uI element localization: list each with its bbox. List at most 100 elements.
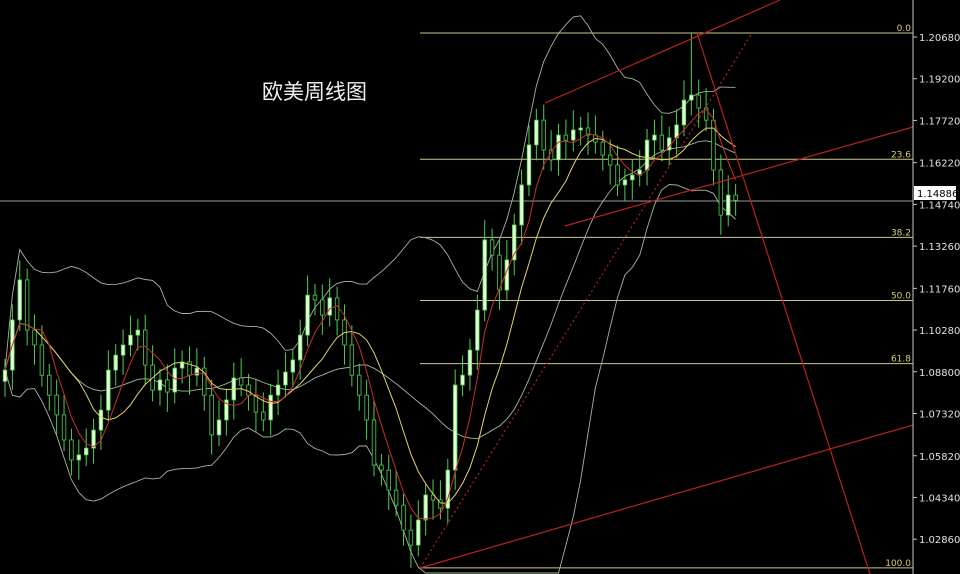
candle-body xyxy=(585,127,591,136)
candle-body xyxy=(452,384,458,471)
candle-body xyxy=(98,409,104,431)
bollinger-lower xyxy=(4,184,736,574)
candle-body xyxy=(39,344,45,376)
candle-body xyxy=(430,494,436,501)
candle-body xyxy=(600,141,605,156)
candle-body xyxy=(364,394,369,421)
candle-body xyxy=(297,334,303,361)
candle-body xyxy=(644,139,650,171)
candle-body xyxy=(607,154,613,166)
candle-body xyxy=(401,504,406,531)
candle-body xyxy=(467,349,473,376)
candle-body xyxy=(216,419,222,436)
candle-body xyxy=(556,134,561,161)
candle-body xyxy=(69,439,74,461)
candle-body xyxy=(128,334,133,346)
tick-label: 1.13260 xyxy=(919,242,960,253)
fib-level-label: 50.0 xyxy=(891,291,911,301)
candle-body xyxy=(320,299,325,316)
candle-body xyxy=(541,119,546,151)
candle-body xyxy=(718,169,724,216)
bollinger-middle xyxy=(4,140,736,440)
tick-label: 1.10280 xyxy=(919,326,960,337)
candle-body xyxy=(268,394,273,421)
trendlines xyxy=(419,0,914,574)
candle-body xyxy=(534,119,539,146)
candle-body xyxy=(563,134,569,141)
candle-body xyxy=(224,399,229,421)
candle-body xyxy=(32,329,37,346)
candle-body xyxy=(165,379,170,393)
trendline-channel-top xyxy=(544,0,781,104)
candle-body xyxy=(135,329,141,336)
candle-body xyxy=(54,394,59,416)
candle-body xyxy=(489,239,495,256)
current-price-badge: 1.14886 xyxy=(914,186,958,200)
candle-body xyxy=(261,411,266,421)
bollinger-bands xyxy=(4,15,736,574)
candle-body xyxy=(696,94,701,109)
fibonacci-retracement: 0.0 23.6 38.2 50.0 61.8 100.0 xyxy=(420,24,913,569)
fib-level-label: 0.0 xyxy=(897,24,912,34)
candle-body xyxy=(106,369,111,411)
candle-body xyxy=(460,374,465,386)
tick-label: 1.08800 xyxy=(919,368,960,379)
candle-body xyxy=(416,519,421,546)
trendline-descending xyxy=(696,32,871,574)
candle-body xyxy=(482,239,487,311)
candle-body xyxy=(283,371,288,386)
candle-body xyxy=(246,384,251,396)
current-price-label: 1.14886 xyxy=(917,189,958,200)
fib-level-label: 100.0 xyxy=(885,559,911,569)
tick-label: 1.17720 xyxy=(919,116,960,127)
moving-averages xyxy=(4,108,737,520)
candle-body xyxy=(733,194,738,201)
ma-slow-line xyxy=(4,127,736,504)
candle-body xyxy=(571,129,576,141)
candle-body xyxy=(275,384,281,396)
tick-label: 1.14740 xyxy=(919,200,960,211)
candle-body xyxy=(91,429,96,449)
candle-body xyxy=(408,529,414,546)
fib-level-label: 38.2 xyxy=(891,228,911,238)
candle-body xyxy=(615,164,620,186)
tick-label: 1.16220 xyxy=(919,159,960,170)
candles xyxy=(2,33,738,568)
candle-body xyxy=(423,494,428,521)
candle-body xyxy=(393,489,399,506)
candle-body xyxy=(2,369,8,382)
candle-body xyxy=(334,297,340,321)
candle-body xyxy=(445,469,450,509)
bollinger-upper xyxy=(4,15,736,371)
ma-fast-line xyxy=(4,108,737,520)
candle-body xyxy=(238,377,244,386)
tick-label: 1.20680 xyxy=(919,33,960,44)
fib-level-label: 61.8 xyxy=(891,355,911,365)
candle-body xyxy=(630,174,635,181)
candle-body xyxy=(113,354,118,371)
candle-body xyxy=(622,179,628,186)
candle-body xyxy=(305,294,310,336)
candle-body xyxy=(327,297,332,316)
candle-body xyxy=(76,454,81,461)
candle-body xyxy=(24,279,30,331)
chart-title: 欧美周线图 xyxy=(262,80,367,104)
candle-body xyxy=(17,279,22,321)
tick-label: 1.11760 xyxy=(919,284,960,295)
candle-body xyxy=(475,309,480,351)
candle-body xyxy=(83,447,89,456)
candle-body xyxy=(726,194,731,216)
candle-body xyxy=(379,464,384,471)
candle-body xyxy=(681,99,687,126)
candle-body xyxy=(202,367,207,396)
tick-label: 1.04340 xyxy=(919,493,960,504)
candle-body xyxy=(209,394,214,436)
candle-body xyxy=(689,94,694,101)
candle-body xyxy=(120,344,126,356)
candle-body xyxy=(526,144,532,186)
fib-level-label: 23.6 xyxy=(891,150,911,160)
candle-body xyxy=(312,294,318,301)
tick-label: 1.05820 xyxy=(919,452,960,463)
tick-label: 1.02860 xyxy=(919,535,960,546)
